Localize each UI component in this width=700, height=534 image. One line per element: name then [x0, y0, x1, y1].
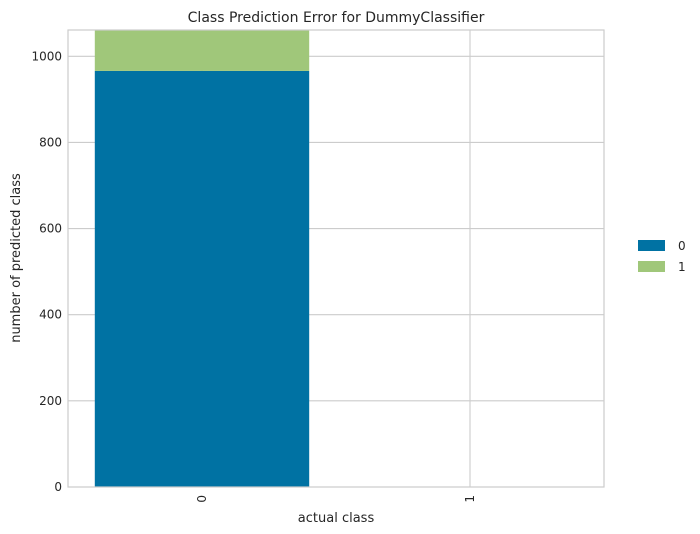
x-tick-label: 0 [195, 495, 209, 503]
chart-title: Class Prediction Error for DummyClassifi… [188, 10, 485, 26]
y-tick-labels: 0 200 400 600 800 1000 [31, 49, 62, 494]
plot-frame [67, 29, 605, 488]
y-tick-label: 600 [39, 222, 62, 236]
x-axis-label: actual class [298, 511, 375, 526]
legend-swatch [638, 261, 665, 272]
legend-swatch [638, 240, 665, 251]
y-tick-label: 1000 [31, 49, 62, 63]
y-axis-label: number of predicted class [9, 173, 24, 343]
legend-label: 0 [678, 239, 686, 253]
y-tick-label: 200 [39, 394, 62, 408]
x-tick-label: 1 [463, 495, 477, 503]
legend-label: 1 [678, 260, 686, 274]
legend: 01 [638, 239, 686, 274]
bar-class-0-pred-0 [94, 70, 310, 487]
y-tick-label: 800 [39, 135, 62, 149]
bar-class-0-pred-1 [94, 30, 310, 71]
bars [94, 30, 310, 487]
y-tick-label: 0 [54, 480, 62, 494]
y-tick-label: 400 [39, 308, 62, 322]
